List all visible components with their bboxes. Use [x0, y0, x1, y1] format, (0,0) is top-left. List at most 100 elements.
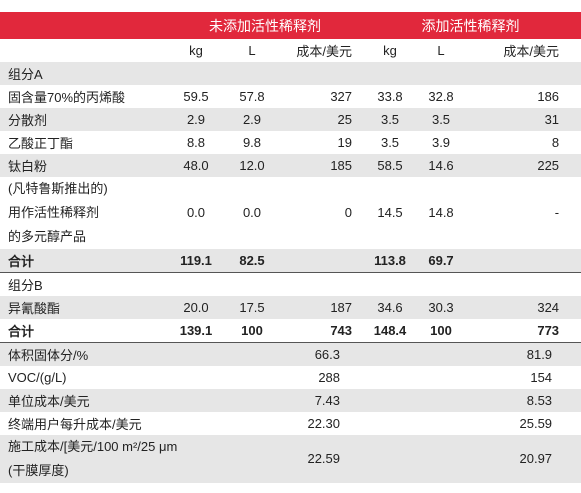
group-header: 添加活性稀释剂: [360, 12, 581, 39]
table-row: 钛白粉 48.0 12.0 185 58.5 14.6 225: [0, 154, 581, 177]
label-line: 终端用户每升成本/美元: [8, 417, 142, 432]
row-label: 单位成本/美元: [0, 389, 170, 412]
label-line: 的多元醇产品: [8, 229, 87, 244]
summary-value: 66.3: [170, 342, 361, 366]
label-line: 固含量70%的丙烯酸: [8, 90, 126, 105]
table-row: 合计 119.1 82.5 113.8 69.7: [0, 249, 581, 273]
value-cell: 14.5: [377, 205, 403, 220]
value-cell: 34.6: [360, 296, 421, 319]
row-label: 钛白粉: [0, 154, 170, 177]
value-cell: [462, 249, 581, 273]
value-cell: 773: [462, 319, 581, 343]
row-label: 终端用户每升成本/美元: [0, 412, 170, 435]
summary-value: 288: [318, 370, 341, 385]
table-row: kg L 成本/美元 kg L 成本/美元: [0, 39, 581, 62]
label-line: VOC/(g/L): [8, 370, 67, 385]
total-label: 合计: [0, 319, 170, 343]
row-label: VOC/(g/L): [0, 366, 170, 389]
row-label: 分散剂: [0, 108, 170, 131]
value-cell: 100: [222, 319, 282, 343]
value-cell: 19: [337, 135, 353, 150]
value-cell: 82.5: [222, 249, 282, 273]
value-cell: -: [554, 205, 560, 220]
table-row: 施工成本/[美元/100 m²/25 μm (干膜厚度) 22.59 20.97: [0, 435, 581, 483]
table-row: (凡特鲁斯推出的) 用作活性稀释剂 的多元醇产品 0.0 0.0 0 14.5 14.8 -: [0, 177, 581, 249]
summary-value: 22.30: [307, 416, 341, 431]
label-line: 施工成本/[美元/100 m²/25 μm: [8, 439, 178, 454]
value-cell: 100: [420, 319, 463, 343]
table-row: VOC/(g/L) 288 154: [0, 366, 581, 389]
value-cell: 57.8: [239, 89, 265, 104]
value-cell: 0.0: [186, 205, 206, 220]
value-cell: 30.3: [420, 296, 463, 319]
value-cell: 119.1: [170, 249, 222, 273]
value-cell: 3.5: [380, 135, 400, 150]
group-title: 组分A: [0, 62, 170, 85]
header-blank: [0, 12, 170, 39]
summary-value: 7.43: [170, 389, 361, 412]
value-cell: 148.4: [360, 319, 421, 343]
table-row: 体积固体分/% 66.3 81.9: [0, 342, 581, 366]
table-row: 组分B: [0, 273, 581, 297]
value-cell: 31: [462, 108, 581, 131]
table-row: 乙酸正丁酯 8.8 9.8 19 3.5 3.9 8: [0, 131, 581, 154]
value-cell: 58.5: [360, 154, 421, 177]
table-row: 单位成本/美元 7.43 8.53: [0, 389, 581, 412]
group-header: 未添加活性稀释剂: [170, 12, 361, 39]
value-cell: 186: [537, 89, 560, 104]
value-cell: 3.5: [360, 108, 421, 131]
value-cell: 14.6: [420, 154, 463, 177]
value-cell: 8.8: [186, 135, 206, 150]
value-cell: 3.5: [420, 108, 463, 131]
value-cell: 225: [462, 154, 581, 177]
value-cell: 2.9: [222, 108, 282, 131]
summary-value: 81.9: [360, 342, 581, 366]
summary-value: 20.97: [360, 435, 581, 483]
label-line: 体积固体分/%: [8, 348, 89, 363]
value-cell: 324: [462, 296, 581, 319]
value-cell: 32.8: [428, 89, 454, 104]
table-row: 异氰酸酯 20.0 17.5 187 34.6 30.3 324: [0, 296, 581, 319]
value-cell: 20.0: [170, 296, 222, 319]
value-cell: 8: [551, 135, 560, 150]
table-row: 终端用户每升成本/美元 22.30 25.59: [0, 412, 581, 435]
row-label: 施工成本/[美元/100 m²/25 μm (干膜厚度): [0, 435, 178, 483]
table-row: 合计 139.1 100 743 148.4 100 773: [0, 319, 581, 343]
column-header: kg: [189, 43, 203, 58]
label-line: 异氰酸酯: [8, 301, 61, 316]
header-blank: [0, 39, 170, 62]
summary-value: 8.53: [360, 389, 581, 412]
cost-table: 未添加活性稀释剂 添加活性稀释剂 kg L 成本/美元 kg L 成本/美元组分A 固含量70%…: [0, 12, 581, 483]
label-line: 乙酸正丁酯: [8, 136, 74, 151]
column-header: L: [437, 43, 445, 58]
label-line: 钛白粉: [8, 159, 48, 174]
summary-value: 154: [530, 370, 553, 385]
column-header: kg: [383, 43, 397, 58]
column-header: L: [248, 43, 256, 58]
value-cell: 327: [330, 89, 353, 104]
label-line: 用作活性稀释剂: [8, 205, 100, 220]
total-label: 合计: [0, 249, 170, 273]
value-cell: 33.8: [377, 89, 403, 104]
value-cell: 48.0: [170, 154, 222, 177]
summary-value: 25.59: [519, 416, 553, 431]
value-cell: 187: [282, 296, 361, 319]
value-cell: 0: [344, 205, 353, 220]
value-cell: 2.9: [170, 108, 222, 131]
value-cell: 25: [282, 108, 361, 131]
column-header: 成本/美元: [503, 44, 560, 59]
table-row: 未添加活性稀释剂 添加活性稀释剂: [0, 12, 581, 39]
value-cell: 0.0: [242, 205, 262, 220]
value-cell: 14.8: [428, 205, 454, 220]
value-cell: 185: [282, 154, 361, 177]
value-cell: 743: [282, 319, 361, 343]
column-header: 成本/美元: [296, 44, 353, 59]
row-label: (凡特鲁斯推出的) 用作活性稀释剂 的多元醇产品: [0, 177, 170, 249]
summary-value: 22.59: [170, 435, 361, 483]
value-cell: 113.8: [360, 249, 421, 273]
value-cell: 59.5: [183, 89, 209, 104]
value-cell: 69.7: [420, 249, 463, 273]
row-label: 体积固体分/%: [0, 342, 170, 366]
table-row: 分散剂 2.9 2.9 25 3.5 3.5 31: [0, 108, 581, 131]
label-line: (凡特鲁斯推出的): [8, 181, 108, 196]
